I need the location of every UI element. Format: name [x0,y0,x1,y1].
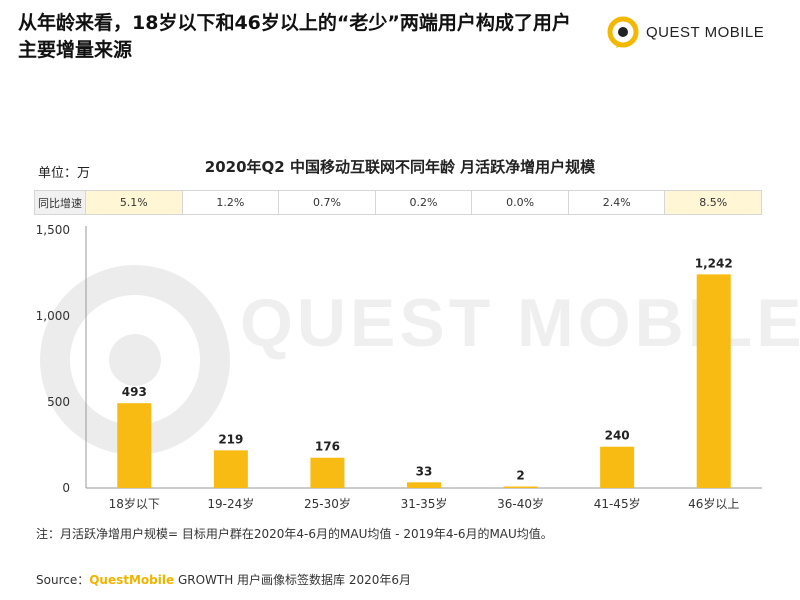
growth-rate-cell: 5.1% [86,191,183,214]
x-tick-label: 19-24岁 [207,496,254,511]
growth-rate-cell: 0.7% [279,191,376,214]
x-tick-label: 46岁以上 [688,496,739,511]
page-headline: 从年龄来看，18岁以下和46岁以上的“老少”两端用户构成了用户主要增量来源 [18,12,571,61]
bar-value-label: 176 [315,440,340,454]
chart-title: 2020年Q2 中国移动互联网不同年龄 月活跃净增用户规模 [204,158,596,176]
growth-rate-label: 同比增速 [35,191,86,214]
source-text: GROWTH 用户画像标签数据库 2020年6月 [174,573,412,587]
bar-value-label: 219 [218,432,243,446]
bar-value-label: 240 [605,429,630,443]
bar [213,450,248,488]
x-tick-label: 31-35岁 [401,496,448,511]
x-tick-label: 41-45岁 [594,496,641,511]
growth-rate-cell: 1.2% [183,191,280,214]
logo: QUEST MOBILE [606,14,764,50]
source-brand: QuestMobile [89,573,175,587]
bar-value-label: 33 [416,464,433,478]
bar [117,403,152,488]
growth-rate-cell: 0.2% [376,191,473,214]
growth-rate-row: 同比增速 5.1% 1.2% 0.7% 0.2% 0.0% 2.4% 8.5% [34,190,762,215]
bar-value-label: 493 [122,385,147,399]
questmobile-logo-icon [607,16,639,48]
bar [310,457,345,488]
y-tick-label: 500 [47,395,70,409]
growth-rate-cell: 2.4% [569,191,666,214]
source-line: Source：QuestMobile GROWTH 用户画像标签数据库 2020… [36,571,411,588]
source-prefix: Source： [36,573,90,587]
y-tick-label: 1,500 [36,223,70,237]
bar [600,446,635,488]
y-tick-label: 1,000 [36,309,70,323]
bar [407,482,441,488]
logo-text: QUEST MOBILE [646,23,765,41]
growth-rate-cell: 0.0% [472,191,569,214]
bar [503,486,538,488]
x-tick-label: 18岁以下 [109,496,160,511]
x-tick-label: 25-30岁 [304,496,351,511]
y-tick-label: 0 [62,481,70,495]
bar [696,274,731,488]
x-tick-label: 36-40岁 [497,496,544,511]
footnote: 注：月活跃净增用户规模= 目标用户群在2020年4-6月的MAU均值 - 201… [36,527,553,541]
unit-label: 单位：万 [38,166,91,181]
bar-value-label: 1,242 [695,256,733,270]
growth-rate-cell: 8.5% [665,191,762,214]
bar-value-label: 2 [516,469,524,483]
